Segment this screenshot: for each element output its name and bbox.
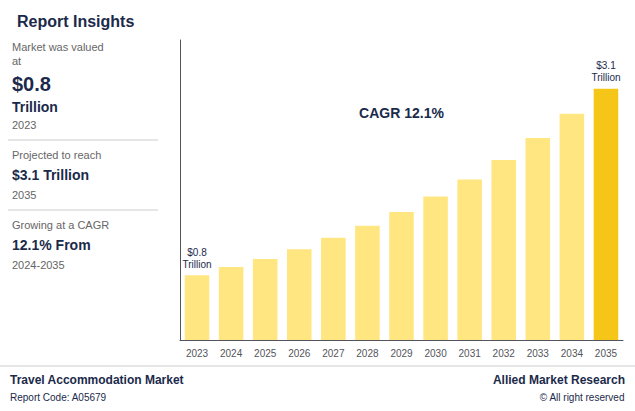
svg-text:CAGR 12.1%: CAGR 12.1% <box>359 105 444 121</box>
svg-text:2028: 2028 <box>356 348 379 359</box>
svg-text:2032: 2032 <box>493 348 516 359</box>
svg-text:at: at <box>12 55 21 67</box>
svg-text:2034: 2034 <box>561 348 584 359</box>
svg-text:2025: 2025 <box>254 348 277 359</box>
svg-text:Trillion: Trillion <box>591 72 620 83</box>
svg-text:2023: 2023 <box>186 348 209 359</box>
svg-text:2031: 2031 <box>459 348 482 359</box>
svg-text:2035: 2035 <box>12 189 36 201</box>
svg-text:Trillion: Trillion <box>12 99 58 115</box>
svg-text:Market was valued: Market was valued <box>12 41 104 53</box>
svg-text:2023: 2023 <box>12 119 36 131</box>
svg-text:Travel Accommodation Market: Travel Accommodation Market <box>10 373 184 387</box>
svg-text:Allied Market Research: Allied Market Research <box>493 373 625 387</box>
svg-text:2029: 2029 <box>390 348 413 359</box>
svg-text:2024: 2024 <box>220 348 243 359</box>
svg-text:Growing at a CAGR: Growing at a CAGR <box>12 219 109 231</box>
svg-text:2027: 2027 <box>322 348 345 359</box>
svg-text:$0.8: $0.8 <box>187 247 207 258</box>
svg-text:$3.1: $3.1 <box>596 60 616 71</box>
svg-text:Trillion: Trillion <box>182 259 211 270</box>
svg-text:$0.8: $0.8 <box>12 73 51 95</box>
svg-text:2030: 2030 <box>424 348 447 359</box>
svg-text:12.1% From: 12.1% From <box>12 237 91 253</box>
svg-text:$3.1 Trillion: $3.1 Trillion <box>12 167 89 183</box>
svg-text:Projected to reach: Projected to reach <box>12 149 101 161</box>
svg-text:2026: 2026 <box>288 348 311 359</box>
svg-text:2035: 2035 <box>595 348 618 359</box>
svg-text:2024-2035: 2024-2035 <box>12 259 65 271</box>
svg-text:Report Insights: Report Insights <box>17 13 134 30</box>
svg-text:2033: 2033 <box>527 348 550 359</box>
svg-text:© All right reserved: © All right reserved <box>540 392 625 403</box>
svg-text:Report Code: A05679: Report Code: A05679 <box>10 392 107 403</box>
